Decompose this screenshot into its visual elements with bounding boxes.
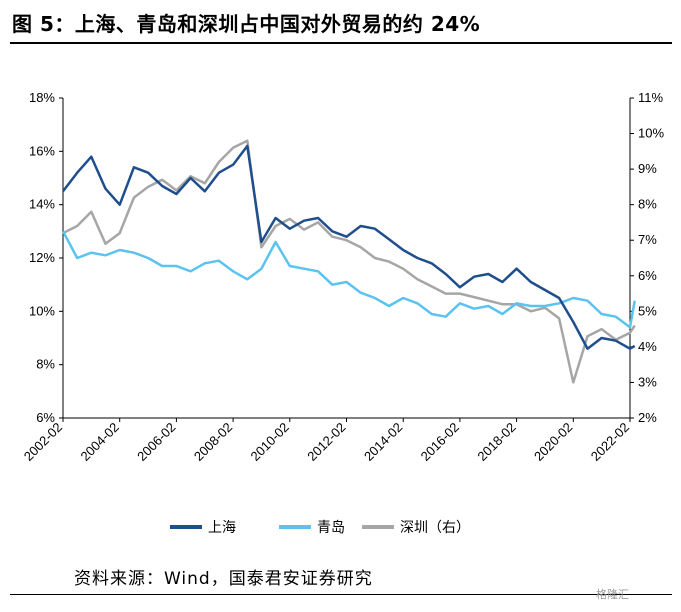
x-tick-label: 2006-02 bbox=[134, 420, 178, 464]
chart-axes: 6% 8% 10% 12% 14% 16% 18% 2% 3% 4% 5% 6% 7% 8% 9% 10% 11… bbox=[21, 90, 665, 464]
y-right-tick-label: 11% bbox=[638, 90, 663, 105]
legend-label-shanghai: 上海 bbox=[208, 520, 236, 536]
y-right-tick-label: 6% bbox=[638, 268, 657, 283]
y-right-tick-label: 3% bbox=[638, 374, 657, 389]
series-line-shenzhen bbox=[62, 139, 636, 384]
chart-legend: 上海 青岛 深圳（右） bbox=[170, 520, 470, 536]
y-left-tick-label: 10% bbox=[29, 303, 55, 318]
y-right-tick-label: 2% bbox=[638, 410, 657, 425]
y-left-tick-label: 6% bbox=[36, 410, 55, 425]
y-right-tick-label: 8% bbox=[638, 197, 657, 212]
figure-title: 图 5：上海、青岛和深圳占中国对外贸易的约 24% bbox=[12, 12, 481, 36]
x-tick-label: 2018-02 bbox=[474, 420, 518, 464]
y-right-tick-label: 7% bbox=[638, 232, 657, 247]
y-right-tick-label: 10% bbox=[638, 126, 664, 141]
y-left-tick-label: 8% bbox=[36, 357, 55, 372]
y-right-tick-label: 4% bbox=[638, 339, 657, 354]
legend-label-qingdao: 青岛 bbox=[317, 520, 345, 536]
source-note: 资料来源：Wind，国泰君安证券研究 bbox=[74, 569, 373, 589]
y-left-tick-label: 16% bbox=[29, 143, 55, 158]
x-tick-label: 2012-02 bbox=[304, 420, 348, 464]
series-line-shanghai bbox=[62, 144, 636, 350]
y-left-tick-label: 14% bbox=[29, 197, 55, 212]
x-tick-label: 2016-02 bbox=[418, 420, 462, 464]
bottom-rule bbox=[10, 594, 672, 595]
y-left-tick-label: 18% bbox=[29, 90, 55, 105]
y-left-tick-label: 12% bbox=[29, 250, 55, 265]
x-tick-label: 2022-02 bbox=[588, 420, 632, 464]
x-tick-label: 2010-02 bbox=[248, 420, 292, 464]
chart-series bbox=[61, 139, 636, 384]
x-tick-label: 2004-02 bbox=[77, 420, 121, 464]
watermark-logo: 格隆汇 bbox=[596, 588, 629, 601]
x-tick-label: 2008-02 bbox=[191, 420, 235, 464]
line-chart: 6% 8% 10% 12% 14% 16% 18% 2% 3% 4% 5% 6% 7% 8% 9% 10% 11… bbox=[21, 90, 665, 536]
series-line-qingdao bbox=[61, 230, 636, 329]
x-tick-label: 2020-02 bbox=[531, 420, 575, 464]
legend-label-shenzhen: 深圳（右） bbox=[400, 520, 470, 536]
y-right-tick-label: 5% bbox=[638, 303, 657, 318]
x-tick-label: 2014-02 bbox=[361, 420, 405, 464]
y-right-tick-label: 9% bbox=[638, 161, 657, 176]
title-rule bbox=[10, 42, 672, 44]
x-tick-label: 2002-02 bbox=[21, 420, 65, 464]
